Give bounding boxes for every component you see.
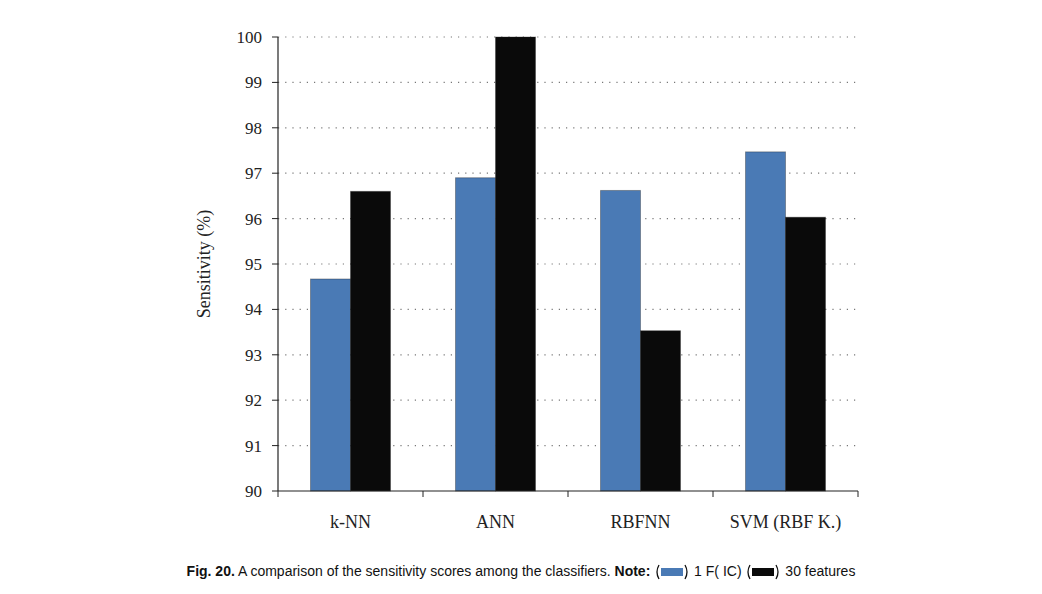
legend-entry: 1 F( IC) xyxy=(694,563,741,579)
x-tick xyxy=(568,491,569,497)
x-tick xyxy=(423,491,424,497)
legend-entry: 30 features xyxy=(785,563,855,579)
y-tick-label: 93 xyxy=(245,346,262,365)
y-tick xyxy=(272,400,278,401)
y-tick xyxy=(272,309,278,310)
y-tick xyxy=(272,218,278,219)
x-tick-label: ANN xyxy=(476,512,515,532)
y-tick-label: 95 xyxy=(245,255,262,274)
y-tick-label: 94 xyxy=(245,300,263,319)
grid-line xyxy=(278,36,858,37)
bracket xyxy=(776,565,778,579)
caption-title: A comparison of the sensitivity scores a… xyxy=(238,563,611,579)
bracket xyxy=(748,565,750,579)
y-tick xyxy=(272,82,278,83)
bracket xyxy=(685,565,687,579)
x-tick-label: RBFNN xyxy=(610,512,670,532)
legend-swatch xyxy=(745,564,781,580)
y-tick-label: 91 xyxy=(245,437,262,456)
bar xyxy=(456,178,496,491)
bar xyxy=(786,217,826,491)
bar xyxy=(641,331,681,491)
legend-swatch xyxy=(654,564,690,580)
note-label: Note: xyxy=(615,563,651,579)
y-tick xyxy=(272,491,278,492)
chart: 90 91 92 93 94 95 96 97 98 99 100 k-NN ANN RBFNN SVM (… xyxy=(0,0,1042,560)
x-tick xyxy=(278,491,279,497)
bar xyxy=(601,190,641,491)
grid-line xyxy=(278,82,858,83)
y-tick xyxy=(272,127,278,128)
legend-color xyxy=(661,568,683,576)
legend-color xyxy=(752,568,774,576)
x-tick xyxy=(713,491,714,497)
y-tick-label: 90 xyxy=(245,482,262,501)
caption: Fig. 20. A comparison of the sensitivity… xyxy=(0,563,1042,580)
bar xyxy=(746,152,786,491)
y-tick-label: 92 xyxy=(245,391,262,410)
y-tick-label: 98 xyxy=(245,119,262,138)
bar xyxy=(311,279,351,491)
bar xyxy=(496,37,536,491)
bracket xyxy=(657,565,659,579)
y-tick-label: 97 xyxy=(245,164,263,183)
x-tick-label: SVM (RBF K.) xyxy=(730,512,842,533)
y-tick xyxy=(272,445,278,446)
y-axis-title: Sensitivity (%) xyxy=(194,210,215,319)
y-tick xyxy=(272,264,278,265)
y-tick xyxy=(272,173,278,174)
y-tick xyxy=(272,354,278,355)
y-tick-label: 100 xyxy=(237,28,263,47)
y-axis xyxy=(277,37,278,491)
bar xyxy=(351,191,391,491)
y-tick-label: 96 xyxy=(245,210,262,229)
x-tick xyxy=(858,491,859,497)
y-tick-label: 99 xyxy=(245,73,262,92)
caption-label: Fig. 20. xyxy=(187,563,235,579)
y-tick xyxy=(272,37,278,38)
x-tick-label: k-NN xyxy=(330,512,371,532)
grid-line xyxy=(278,127,858,128)
